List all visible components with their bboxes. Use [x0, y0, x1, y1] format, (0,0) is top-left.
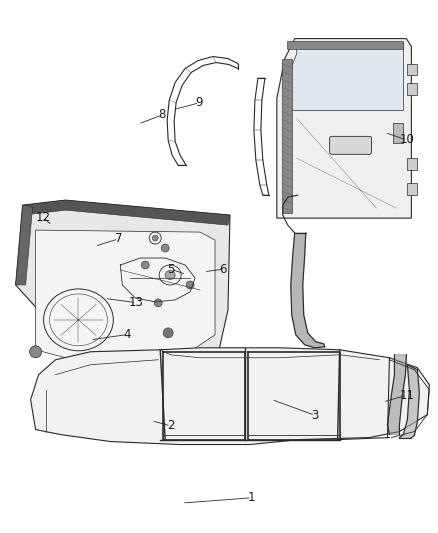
Circle shape [141, 261, 149, 269]
Polygon shape [399, 365, 419, 438]
Text: 3: 3 [311, 409, 319, 422]
Text: 7: 7 [115, 232, 122, 245]
Polygon shape [277, 38, 411, 218]
Text: 13: 13 [129, 296, 144, 309]
Text: 12: 12 [36, 211, 51, 224]
Polygon shape [16, 205, 32, 285]
Circle shape [154, 299, 162, 307]
Circle shape [186, 281, 194, 289]
Circle shape [163, 328, 173, 338]
Ellipse shape [165, 270, 175, 279]
FancyBboxPatch shape [330, 136, 371, 154]
Polygon shape [35, 230, 215, 362]
Bar [407, 84, 417, 95]
Circle shape [30, 346, 42, 358]
Text: 2: 2 [167, 419, 175, 432]
Polygon shape [23, 200, 230, 225]
Polygon shape [291, 233, 325, 348]
Bar [393, 123, 403, 143]
Text: 8: 8 [159, 109, 166, 122]
Bar [287, 41, 403, 49]
Text: 10: 10 [399, 133, 414, 147]
Polygon shape [388, 355, 406, 434]
Bar [407, 158, 417, 170]
Text: 11: 11 [399, 389, 414, 402]
Text: 6: 6 [219, 263, 227, 276]
Bar [407, 183, 417, 195]
Polygon shape [31, 348, 429, 445]
Circle shape [152, 235, 158, 241]
Bar [407, 63, 417, 76]
Text: 9: 9 [196, 96, 203, 109]
Text: 4: 4 [124, 328, 131, 341]
Polygon shape [287, 43, 403, 110]
Polygon shape [282, 59, 292, 213]
Polygon shape [16, 200, 230, 368]
Text: 1: 1 [248, 491, 255, 504]
Circle shape [161, 244, 169, 252]
Text: 5: 5 [167, 263, 175, 276]
